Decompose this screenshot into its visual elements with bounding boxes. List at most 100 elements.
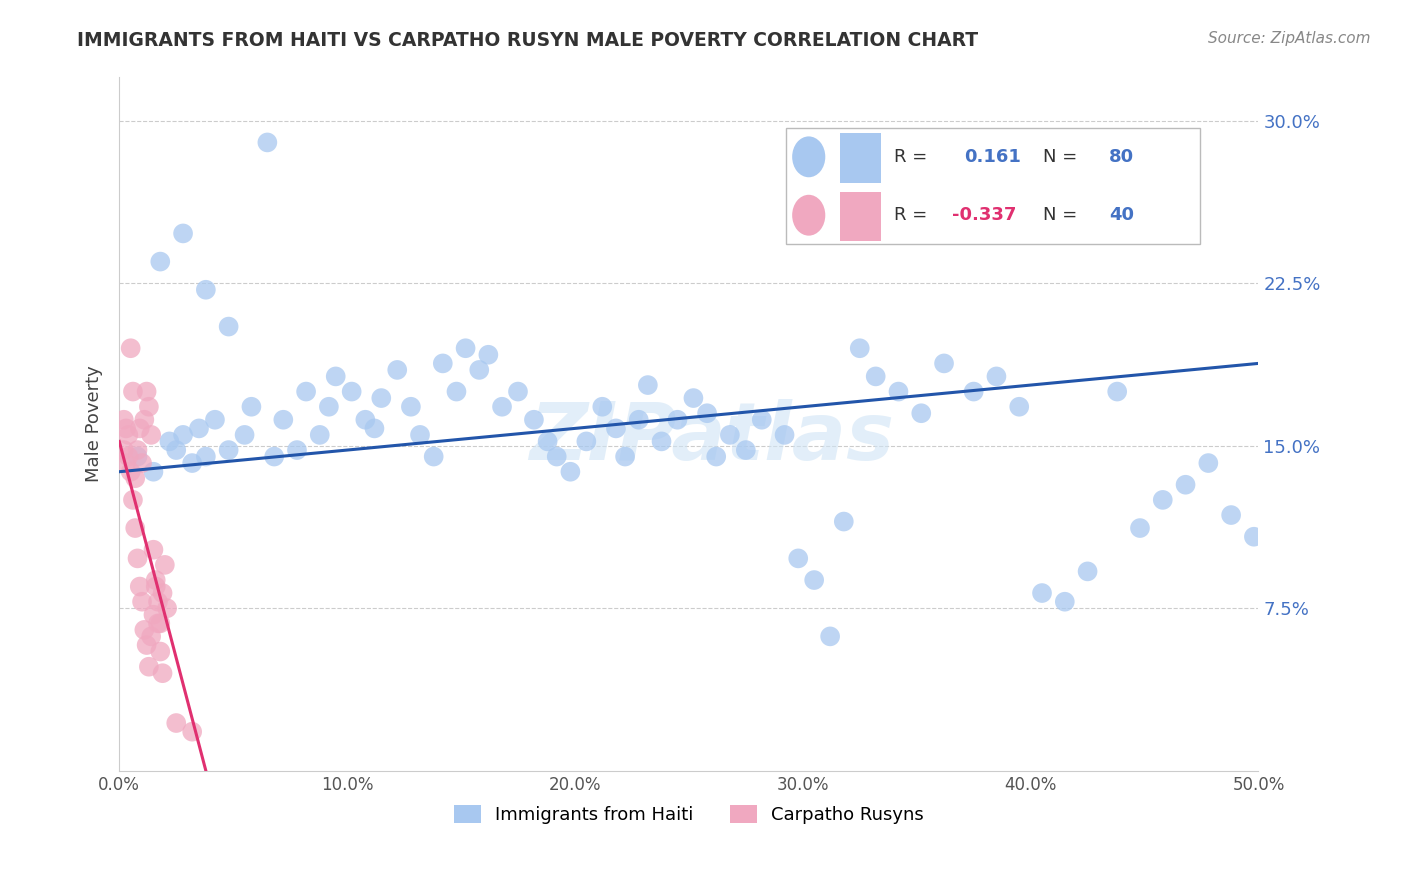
Point: [1174, 477, 1197, 491]
FancyBboxPatch shape: [839, 134, 882, 183]
Text: Source: ZipAtlas.com: Source: ZipAtlas.com: [1208, 31, 1371, 46]
Point: [117, 450, 139, 464]
Point: [1031, 586, 1053, 600]
Point: [865, 369, 887, 384]
Point: [122, 492, 145, 507]
Text: 80: 80: [1109, 148, 1135, 166]
Point: [285, 443, 308, 458]
Point: [128, 421, 150, 435]
Point: [409, 428, 432, 442]
Point: [1243, 530, 1265, 544]
Point: [165, 443, 187, 458]
Point: [204, 413, 226, 427]
Point: [146, 595, 169, 609]
Point: [152, 586, 174, 600]
Point: [422, 450, 444, 464]
Point: [340, 384, 363, 399]
Point: [115, 456, 138, 470]
Text: R =: R =: [894, 148, 932, 166]
Point: [146, 616, 169, 631]
Point: [218, 319, 240, 334]
Point: [1197, 456, 1219, 470]
FancyBboxPatch shape: [786, 128, 1201, 244]
Point: [605, 421, 627, 435]
Point: [142, 542, 165, 557]
Text: 0.161: 0.161: [965, 148, 1021, 166]
Point: [637, 378, 659, 392]
Point: [256, 136, 278, 150]
Point: [138, 659, 160, 673]
Point: [932, 356, 955, 370]
Point: [832, 515, 855, 529]
Point: [446, 384, 468, 399]
Point: [295, 384, 318, 399]
Point: [128, 580, 150, 594]
Point: [325, 369, 347, 384]
Y-axis label: Male Poverty: Male Poverty: [86, 366, 103, 483]
Point: [963, 384, 986, 399]
Point: [172, 428, 194, 442]
Point: [145, 573, 167, 587]
Point: [181, 456, 204, 470]
Point: [156, 601, 179, 615]
Point: [651, 434, 673, 449]
Point: [152, 666, 174, 681]
Point: [122, 384, 145, 399]
Point: [142, 607, 165, 622]
Point: [135, 638, 157, 652]
Point: [751, 413, 773, 427]
Point: [240, 400, 263, 414]
Point: [134, 413, 156, 427]
Point: [734, 443, 756, 458]
Point: [127, 450, 149, 464]
Point: [218, 443, 240, 458]
Ellipse shape: [792, 194, 825, 235]
Point: [115, 421, 138, 435]
Point: [134, 623, 156, 637]
Point: [318, 400, 340, 414]
Point: [910, 406, 932, 420]
Point: [432, 356, 454, 370]
Point: [273, 413, 295, 427]
Point: [127, 443, 149, 458]
Point: [172, 227, 194, 241]
Point: [233, 428, 256, 442]
Text: ZIPatlas: ZIPatlas: [529, 399, 894, 477]
Point: [1107, 384, 1129, 399]
Point: [1152, 492, 1174, 507]
Point: [387, 363, 409, 377]
Point: [149, 254, 172, 268]
Point: [560, 465, 582, 479]
Point: [131, 456, 153, 470]
Point: [591, 400, 613, 414]
Point: [112, 413, 135, 427]
Point: [135, 384, 157, 399]
Point: [614, 450, 637, 464]
Point: [718, 428, 741, 442]
Point: [149, 616, 172, 631]
Point: [112, 443, 135, 458]
Point: [153, 558, 176, 572]
Point: [131, 595, 153, 609]
Point: [124, 471, 146, 485]
Point: [575, 434, 598, 449]
Point: [682, 391, 704, 405]
Point: [120, 465, 142, 479]
Point: [536, 434, 558, 449]
Point: [523, 413, 546, 427]
Point: [627, 413, 650, 427]
FancyBboxPatch shape: [839, 192, 882, 241]
Text: N =: N =: [1043, 206, 1077, 224]
Point: [363, 421, 385, 435]
Point: [188, 421, 211, 435]
Point: [117, 428, 139, 442]
Point: [887, 384, 910, 399]
Text: IMMIGRANTS FROM HAITI VS CARPATHO RUSYN MALE POVERTY CORRELATION CHART: IMMIGRANTS FROM HAITI VS CARPATHO RUSYN …: [77, 31, 979, 50]
Point: [181, 724, 204, 739]
Point: [848, 341, 870, 355]
Point: [491, 400, 513, 414]
Point: [138, 400, 160, 414]
Point: [141, 629, 163, 643]
Point: [141, 428, 163, 442]
Point: [127, 551, 149, 566]
